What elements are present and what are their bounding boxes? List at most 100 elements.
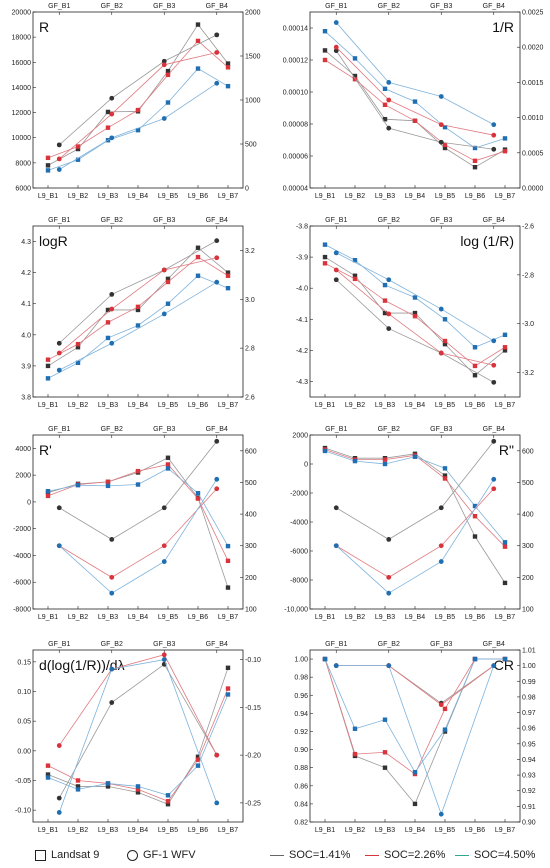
gf-series-line <box>58 659 218 813</box>
landsat-point <box>472 145 478 151</box>
left-tick-label: -6000 <box>13 580 31 587</box>
bottom-tick-label: L9_B1 <box>315 827 335 834</box>
landsat-point <box>382 750 388 755</box>
landsat-point <box>442 466 448 471</box>
left-tick-label: 0.86 <box>294 783 308 790</box>
landsat-point <box>382 102 388 107</box>
left-tick-label: -10,000 <box>284 607 308 614</box>
bottom-tick-label: L9_B7 <box>218 193 238 200</box>
right-tick-label: 2.6 <box>245 395 255 402</box>
legend-item-soc3: SOC=4.50% <box>455 849 535 861</box>
landsat-point <box>165 276 171 282</box>
top-tick-label: GF_B1 <box>325 3 347 10</box>
gf-point <box>438 702 444 708</box>
landsat-point <box>442 476 448 481</box>
left-tick-label: 0.00 <box>17 748 31 755</box>
gf-point <box>109 666 115 672</box>
top-tick-label: GF_B1 <box>48 3 70 10</box>
landsat-point <box>502 580 508 586</box>
landsat-point <box>225 273 231 278</box>
bottom-tick-label: L9_B5 <box>435 193 455 200</box>
square-marker-icon <box>35 849 46 861</box>
gf-point <box>438 94 444 99</box>
landsat-point <box>135 482 141 487</box>
left-tick-label: -8000 <box>290 578 308 585</box>
landsat-point <box>45 155 51 161</box>
landsat-point <box>225 61 231 66</box>
top-tick-label: GF_B1 <box>325 426 347 433</box>
landsat-series-line <box>324 658 505 773</box>
gf-point <box>214 752 220 758</box>
line-swatch-icon <box>365 854 379 856</box>
top-tick-label: GF_B3 <box>430 3 452 10</box>
top-tick-label: GF_B4 <box>483 641 505 648</box>
landsat-point <box>135 307 141 313</box>
gf-series-line <box>59 281 217 371</box>
landsat-point <box>502 540 508 545</box>
gf-point <box>214 50 220 55</box>
landsat-series-line <box>324 450 506 543</box>
landsat-point <box>502 544 508 549</box>
right-tick-label: 2000 <box>245 10 261 17</box>
left-tick-label: 0 <box>304 462 308 469</box>
landsat-point <box>195 245 201 250</box>
bottom-tick-label: L9_B1 <box>38 614 58 621</box>
right-tick-label: 500 <box>522 480 534 487</box>
gf-series-line <box>335 46 494 136</box>
legend-label-soc1: SOC=1.41% <box>289 849 351 861</box>
right-tick-label: 0.91 <box>522 804 536 811</box>
left-tick-label: -3.9 <box>296 255 308 262</box>
gf-series-line <box>335 479 495 594</box>
legend-item-landsat: Landsat 9 <box>35 849 99 861</box>
legend-label-landsat: Landsat 9 <box>51 849 100 861</box>
gf-point <box>161 559 167 564</box>
bottom-tick-label: L9_B5 <box>158 614 178 621</box>
landsat-point <box>472 656 478 662</box>
bottom-tick-label: L9_B5 <box>435 402 455 409</box>
landsat-point <box>195 38 201 44</box>
right-tick-label: -3.0 <box>522 321 534 328</box>
gf-point <box>438 543 444 549</box>
landsat-point <box>165 802 171 807</box>
left-tick-label: 0.90 <box>294 747 308 754</box>
gf-point <box>438 139 444 145</box>
panel-4: -4.3 -4.2 -4.1 -4.0 -3.9 -3.8 -3.2 -3.0 -2.8 -2.6… <box>296 217 534 409</box>
gf-point <box>333 277 339 283</box>
gf-point <box>386 97 392 103</box>
gf-point <box>333 267 339 273</box>
top-tick-label: GF_B4 <box>206 3 228 10</box>
top-tick-label: GF_B1 <box>325 641 347 648</box>
left-tick-label: -4.3 <box>296 379 308 386</box>
landsat-point <box>382 298 388 303</box>
landsat-series-line <box>47 694 229 796</box>
landsat-point <box>165 301 171 306</box>
landsat-point <box>45 763 51 768</box>
landsat-point <box>75 482 81 488</box>
landsat-point <box>75 341 81 347</box>
top-tick-label: GF_B2 <box>101 641 123 648</box>
landsat-point <box>442 706 448 712</box>
landsat-series-line <box>324 658 505 775</box>
left-tick-label: 0.88 <box>294 765 308 772</box>
left-tick-label: 0.00008 <box>283 122 308 129</box>
bottom-tick-label: L9_B1 <box>315 614 335 621</box>
landsat-point <box>195 22 201 27</box>
landsat-series-line <box>47 40 229 159</box>
landsat-point <box>45 489 51 494</box>
bottom-tick-label: L9_B2 <box>68 614 88 621</box>
right-tick-label: 0.0005 <box>522 150 544 157</box>
gf-point <box>438 505 444 511</box>
right-tick-label: -0.15 <box>245 705 261 712</box>
landsat-point <box>135 107 141 113</box>
top-tick-label: GF_B2 <box>378 217 400 224</box>
gf-point <box>333 505 339 511</box>
gf-point <box>161 543 167 549</box>
bottom-tick-label: L9_B3 <box>375 614 395 621</box>
gf-point <box>386 663 392 669</box>
landsat-point <box>45 357 51 362</box>
right-tick-label: 3.0 <box>245 297 255 304</box>
landsat-point <box>322 261 328 266</box>
landsat-series-line <box>324 59 506 162</box>
left-tick-label: 2000 <box>292 433 308 440</box>
right-tick-label: -2.6 <box>522 224 534 231</box>
